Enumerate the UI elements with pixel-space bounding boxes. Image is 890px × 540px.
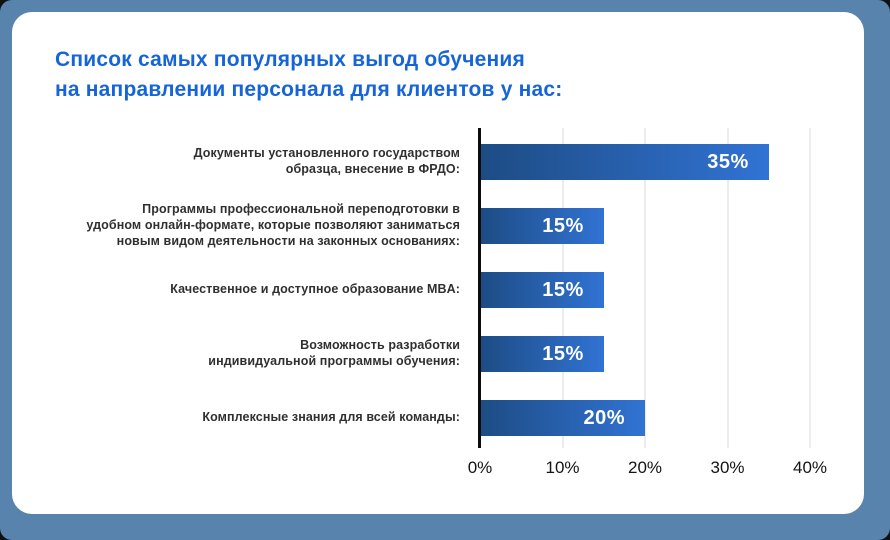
- bar: 15%: [480, 272, 604, 308]
- bar-value-label: 15%: [542, 278, 584, 301]
- y-axis-line: [478, 128, 481, 448]
- bar-row: Комплексные знания для всей команды: 20%: [12, 386, 864, 450]
- category-label: Комплексные знания для всей команды:: [202, 410, 460, 425]
- bar-value-label: 35%: [707, 150, 749, 173]
- gridline-40: [809, 128, 811, 448]
- bar-row: Качественное и доступное образование MBA…: [12, 258, 864, 322]
- bar-track: 20%: [480, 400, 864, 436]
- bar: 15%: [480, 336, 604, 372]
- bar-track: 15%: [480, 272, 864, 308]
- chart-card: Список самых популярных выгод обучения н…: [12, 12, 864, 514]
- bar: 20%: [480, 400, 645, 436]
- bar-rows: Документы установленного государством об…: [12, 130, 864, 450]
- x-tick-label: 20%: [627, 458, 663, 477]
- bar-track: 15%: [480, 336, 864, 372]
- bar-row: Программы профессиональной переподготовк…: [12, 194, 864, 258]
- chart-title-line1: Список самых популярных выгод обучения: [55, 48, 525, 71]
- x-tick-label: 0%: [467, 458, 493, 477]
- x-axis-tick-labels: 0% 10% 20% 30% 40%: [468, 458, 864, 484]
- bar-track: 15%: [480, 208, 864, 244]
- bar-row: Документы установленного государством об…: [12, 130, 864, 194]
- x-tick-label: 10%: [545, 458, 580, 477]
- gridline-20: [644, 128, 646, 448]
- x-tick-label: 40%: [792, 458, 828, 477]
- gridline-30: [726, 128, 729, 448]
- category-label: Программы профессиональной переподготовк…: [86, 202, 460, 248]
- category-label: Возможность разработки индивидуальной пр…: [208, 338, 460, 368]
- bar: 15%: [480, 208, 604, 244]
- x-tick-label: 30%: [710, 458, 745, 477]
- bar-value-label: 20%: [583, 406, 625, 429]
- chart-title: Список самых популярных выгод обучения н…: [55, 45, 562, 105]
- bar-row: Возможность разработки индивидуальной пр…: [12, 322, 864, 386]
- bar: 35%: [480, 144, 769, 180]
- chart-title-line2: на направлении персонала для клиентов у …: [55, 78, 563, 101]
- bar-value-label: 15%: [542, 214, 584, 237]
- bar-track: 35%: [480, 144, 864, 180]
- category-label: Качественное и доступное образование MBA…: [170, 282, 460, 297]
- category-label: Документы установленного государством об…: [193, 146, 460, 176]
- bar-value-label: 15%: [542, 342, 584, 365]
